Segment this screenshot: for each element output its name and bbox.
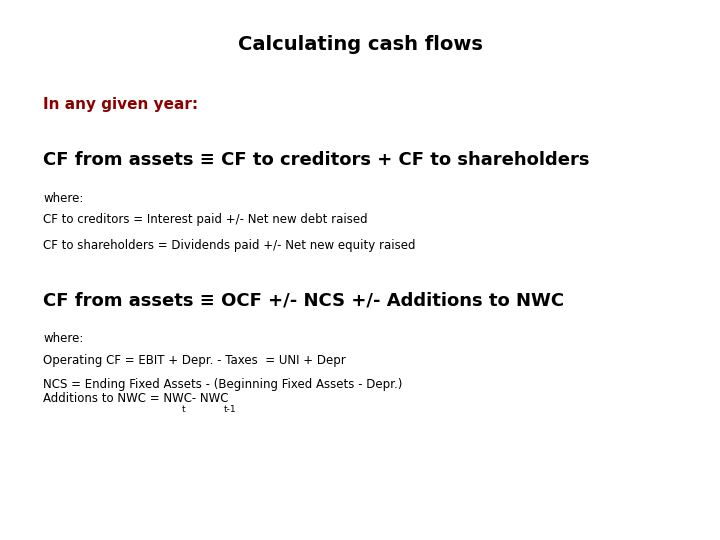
Text: - NWC: - NWC (188, 392, 228, 406)
Text: CF to creditors = Interest paid +/- Net new debt raised: CF to creditors = Interest paid +/- Net … (43, 213, 368, 226)
Text: t: t (181, 405, 185, 414)
Text: CF from assets ≡ CF to creditors + CF to shareholders: CF from assets ≡ CF to creditors + CF to… (43, 151, 590, 169)
Text: Operating CF = EBIT + Depr. - Taxes  = UNI + Depr: Operating CF = EBIT + Depr. - Taxes = UN… (43, 354, 346, 367)
Text: where:: where: (43, 192, 84, 205)
Text: Calculating cash flows: Calculating cash flows (238, 35, 482, 54)
Text: t-1: t-1 (224, 405, 237, 414)
Text: NCS = Ending Fixed Assets - (Beginning Fixed Assets - Depr.): NCS = Ending Fixed Assets - (Beginning F… (43, 378, 402, 391)
Text: CF to shareholders = Dividends paid +/- Net new equity raised: CF to shareholders = Dividends paid +/- … (43, 239, 415, 252)
Text: CF from assets ≡ OCF +/- NCS +/- Additions to NWC: CF from assets ≡ OCF +/- NCS +/- Additio… (43, 292, 564, 309)
Text: Additions to NWC = NWC: Additions to NWC = NWC (43, 392, 192, 406)
Text: where:: where: (43, 332, 84, 345)
Text: In any given year:: In any given year: (43, 97, 198, 112)
